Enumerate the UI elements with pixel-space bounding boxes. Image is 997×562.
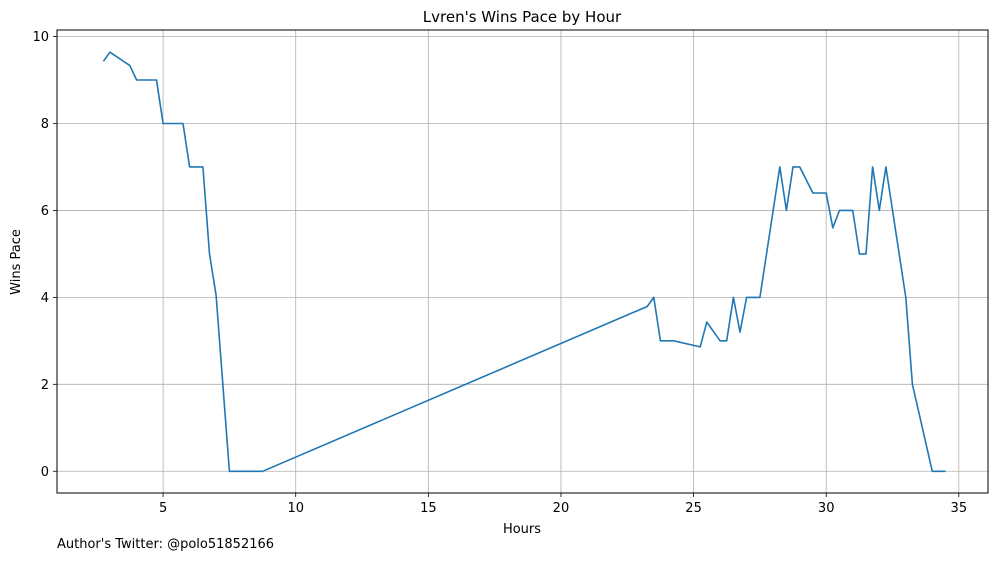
x-tick-label: 15 xyxy=(420,501,437,516)
series-line xyxy=(102,51,946,473)
chart-title: Lvren's Wins Pace by Hour xyxy=(423,8,622,26)
x-tick-label: 30 xyxy=(818,501,835,516)
grid-lines xyxy=(57,30,988,493)
x-tick-label: 35 xyxy=(951,501,968,516)
x-axis-label: Hours xyxy=(503,522,541,537)
y-axis-label: Wins Pace xyxy=(9,229,24,295)
axis-ticks: 5 10 15 20 25 30 35 0 2 4 6 8 10 xyxy=(32,30,967,516)
y-tick-label: 8 xyxy=(41,117,49,132)
y-tick-label: 6 xyxy=(41,204,49,219)
y-tick-label: 10 xyxy=(32,30,49,45)
author-caption: Author's Twitter: @polo51852166 xyxy=(57,537,275,552)
y-tick-label: 4 xyxy=(41,291,49,306)
x-tick-label: 10 xyxy=(287,501,304,516)
x-tick-label: 20 xyxy=(553,501,570,516)
y-tick-label: 0 xyxy=(41,465,49,480)
plot-frame xyxy=(56,29,989,494)
x-tick-label: 5 xyxy=(159,501,167,516)
x-tick-label: 25 xyxy=(685,501,702,516)
y-tick-label: 2 xyxy=(41,378,49,393)
